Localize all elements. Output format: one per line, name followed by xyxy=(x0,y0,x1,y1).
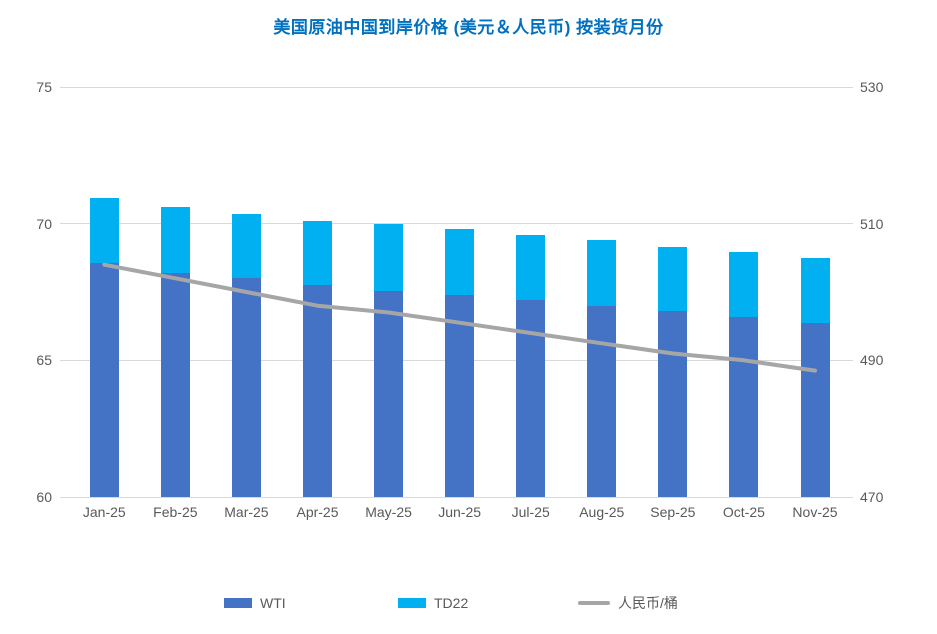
legend-label: TD22 xyxy=(434,595,469,611)
legend-label: WTI xyxy=(260,595,286,611)
bar-segment-wti xyxy=(374,290,404,497)
x-axis-label: May-25 xyxy=(365,504,412,520)
rmb-line xyxy=(102,262,817,373)
bar-segment-td22 xyxy=(658,246,688,312)
y-axis-label-right: 530 xyxy=(860,79,884,95)
legend-swatch-icon xyxy=(578,601,610,605)
legend-swatch-icon xyxy=(398,598,426,608)
bar-segment-td22 xyxy=(89,197,119,264)
bar-segment-wti xyxy=(729,316,759,497)
x-axis-label: Mar-25 xyxy=(224,504,269,520)
x-axis-label: Jul-25 xyxy=(511,504,550,520)
bar-segment-td22 xyxy=(729,252,759,317)
bar-segment-td22 xyxy=(231,214,261,279)
x-axis-label: Nov-25 xyxy=(792,504,838,520)
y-axis-label-left: 65 xyxy=(36,352,52,369)
bar-segment-td22 xyxy=(160,207,190,273)
legend-item-wti: WTI xyxy=(224,595,286,611)
x-axis-label: Jun-25 xyxy=(438,504,482,520)
bar-segment-td22 xyxy=(800,257,830,324)
bar-segment-td22 xyxy=(303,220,332,286)
x-axis-label: Oct-25 xyxy=(722,504,765,520)
bar-segment-td22 xyxy=(516,234,546,301)
gridline xyxy=(60,496,853,498)
y-axis-label-left: 70 xyxy=(36,215,52,232)
x-axis-label: Apr-25 xyxy=(296,504,339,520)
bar-segment-wti xyxy=(89,263,119,497)
bar-segment-wti xyxy=(800,323,830,497)
y-axis-label-left: 60 xyxy=(36,489,52,505)
plot-area xyxy=(60,86,853,498)
bar-segment-wti xyxy=(587,305,617,497)
bar-segment-wti xyxy=(160,272,190,497)
bar-segment-wti xyxy=(303,285,332,497)
legend-swatch-icon xyxy=(224,598,252,608)
x-axis-label: Aug-25 xyxy=(579,504,625,520)
bar-segment-td22 xyxy=(374,223,404,291)
chart-title: 美国原油中国到岸价格 (美元＆人民币) 按装货月份 xyxy=(273,18,664,37)
gridline xyxy=(60,86,853,88)
legend-item-rmb: 人民币/桶 xyxy=(578,595,678,611)
y-axis-label-right: 490 xyxy=(860,352,884,369)
y-axis-label-right: 510 xyxy=(860,215,884,232)
x-axis-label: Sep-25 xyxy=(650,504,696,520)
bar-segment-td22 xyxy=(587,240,617,306)
rmb-line-layer xyxy=(102,262,817,373)
bar-segment-wti xyxy=(658,311,688,497)
legend-label: 人民币/桶 xyxy=(618,595,678,611)
bar-segment-wti xyxy=(445,294,475,497)
y-axis-label-left: 75 xyxy=(36,79,52,95)
x-axis-label: Jan-25 xyxy=(82,504,126,520)
x-axis-label: Feb-25 xyxy=(153,504,198,520)
bar-segment-wti xyxy=(231,278,261,497)
y-axis-label-right: 470 xyxy=(860,489,884,505)
gridline xyxy=(60,223,853,225)
bar-segment-td22 xyxy=(445,229,475,295)
legend-item-td22: TD22 xyxy=(398,595,469,611)
